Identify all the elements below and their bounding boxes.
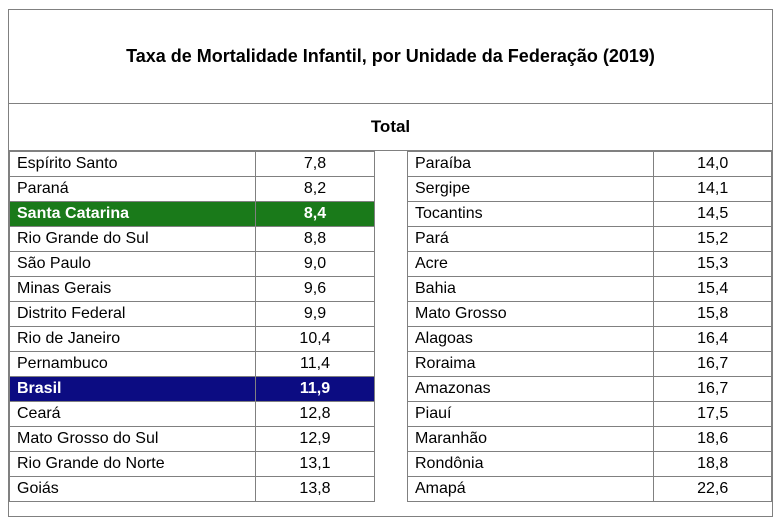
state-value: 12,8 [255, 401, 375, 427]
state-value: 11,9 [255, 376, 375, 402]
state-name: Amapá [406, 476, 655, 502]
state-value: 9,6 [255, 276, 375, 302]
highlighted-row-brasil: Brasil 11,9 [9, 376, 375, 402]
state-name: Espírito Santo [9, 151, 256, 177]
state-value: 11,4 [255, 351, 375, 377]
table-row: Mato Grosso do Sul 12,9 [9, 426, 375, 452]
state-name: Rio Grande do Norte [9, 451, 256, 477]
state-name: Piauí [406, 401, 655, 427]
state-name: São Paulo [9, 251, 256, 277]
state-value: 15,2 [653, 226, 772, 252]
state-value: 13,8 [255, 476, 375, 502]
state-value: 10,4 [255, 326, 375, 352]
state-value: 16,7 [653, 376, 772, 402]
state-value: 14,0 [653, 151, 772, 177]
state-value: 18,6 [653, 426, 772, 452]
state-name: Acre [406, 251, 655, 277]
state-name: Rio de Janeiro [9, 326, 256, 352]
state-name: Mato Grosso [406, 301, 655, 327]
table-row: Sergipe 14,1 [406, 176, 772, 202]
state-name: Minas Gerais [9, 276, 256, 302]
table-row: Acre 15,3 [406, 251, 772, 277]
table-frame: Taxa de Mortalidade Infantil, por Unidad… [8, 9, 773, 517]
table-row: Rio de Janeiro 10,4 [9, 326, 375, 352]
table-row: Rio Grande do Norte 13,1 [9, 451, 375, 477]
state-value: 8,4 [255, 201, 375, 227]
table-row: Pará 15,2 [406, 226, 772, 252]
state-value: 16,4 [653, 326, 772, 352]
table-row: Amazonas 16,7 [406, 376, 772, 402]
state-name: Amazonas [406, 376, 655, 402]
state-name: Tocantins [406, 201, 655, 227]
state-value: 9,9 [255, 301, 375, 327]
table-row: Minas Gerais 9,6 [9, 276, 375, 302]
table-row: Pernambuco 11,4 [9, 351, 375, 377]
state-name: Alagoas [406, 326, 655, 352]
table-row: Amapá 22,6 [406, 476, 772, 502]
state-name: Sergipe [406, 176, 655, 202]
state-value: 22,6 [653, 476, 772, 502]
table-row: Rondônia 18,8 [406, 451, 772, 477]
state-name: Santa Catarina [9, 201, 256, 227]
table-row: Rio Grande do Sul 8,8 [9, 226, 375, 252]
state-name: Roraima [406, 351, 655, 377]
table-title: Taxa de Mortalidade Infantil, por Unidad… [9, 10, 772, 104]
table-row: Espírito Santo 7,8 [9, 151, 375, 177]
state-name: Goiás [9, 476, 256, 502]
table-row: Alagoas 16,4 [406, 326, 772, 352]
table-row: Goiás 13,8 [9, 476, 375, 502]
state-value: 13,1 [255, 451, 375, 477]
state-value: 15,8 [653, 301, 772, 327]
table-row: São Paulo 9,0 [9, 251, 375, 277]
state-name: Bahia [406, 276, 655, 302]
table-row: Roraima 16,7 [406, 351, 772, 377]
state-name: Paraíba [406, 151, 655, 177]
state-value: 8,8 [255, 226, 375, 252]
state-name: Paraná [9, 176, 256, 202]
state-value: 17,5 [653, 401, 772, 427]
state-value: 18,8 [653, 451, 772, 477]
state-value: 8,2 [255, 176, 375, 202]
state-name: Pará [406, 226, 655, 252]
state-value: 16,7 [653, 351, 772, 377]
table-row: Mato Grosso 15,8 [406, 301, 772, 327]
table-row: Distrito Federal 9,9 [9, 301, 375, 327]
table-row: Maranhão 18,6 [406, 426, 772, 452]
right-table: Paraíba 14,0 Sergipe 14,1 Tocantins 14,5 Pa… [406, 151, 772, 502]
left-table: Espírito Santo 7,8 Paraná 8,2 Santa Catari… [9, 151, 375, 502]
state-name: Mato Grosso do Sul [9, 426, 256, 452]
highlighted-row-santa-catarina: Santa Catarina 8,4 [9, 201, 375, 227]
state-value: 9,0 [255, 251, 375, 277]
state-value: 15,3 [653, 251, 772, 277]
state-value: 12,9 [255, 426, 375, 452]
state-name: Brasil [9, 376, 256, 402]
state-name: Pernambuco [9, 351, 256, 377]
state-name: Maranhão [406, 426, 655, 452]
table-row: Bahia 15,4 [406, 276, 772, 302]
table-row: Piauí 17,5 [406, 401, 772, 427]
table-row: Paraná 8,2 [9, 176, 375, 202]
state-name: Ceará [9, 401, 256, 427]
table-row: Tocantins 14,5 [406, 201, 772, 227]
state-value: 14,5 [653, 201, 772, 227]
state-value: 14,1 [653, 176, 772, 202]
state-value: 7,8 [255, 151, 375, 177]
table-row: Ceará 12,8 [9, 401, 375, 427]
table-subtitle: Total [9, 104, 772, 151]
state-value: 15,4 [653, 276, 772, 302]
state-name: Distrito Federal [9, 301, 256, 327]
state-name: Rondônia [406, 451, 655, 477]
state-name: Rio Grande do Sul [9, 226, 256, 252]
table-row: Paraíba 14,0 [406, 151, 772, 177]
